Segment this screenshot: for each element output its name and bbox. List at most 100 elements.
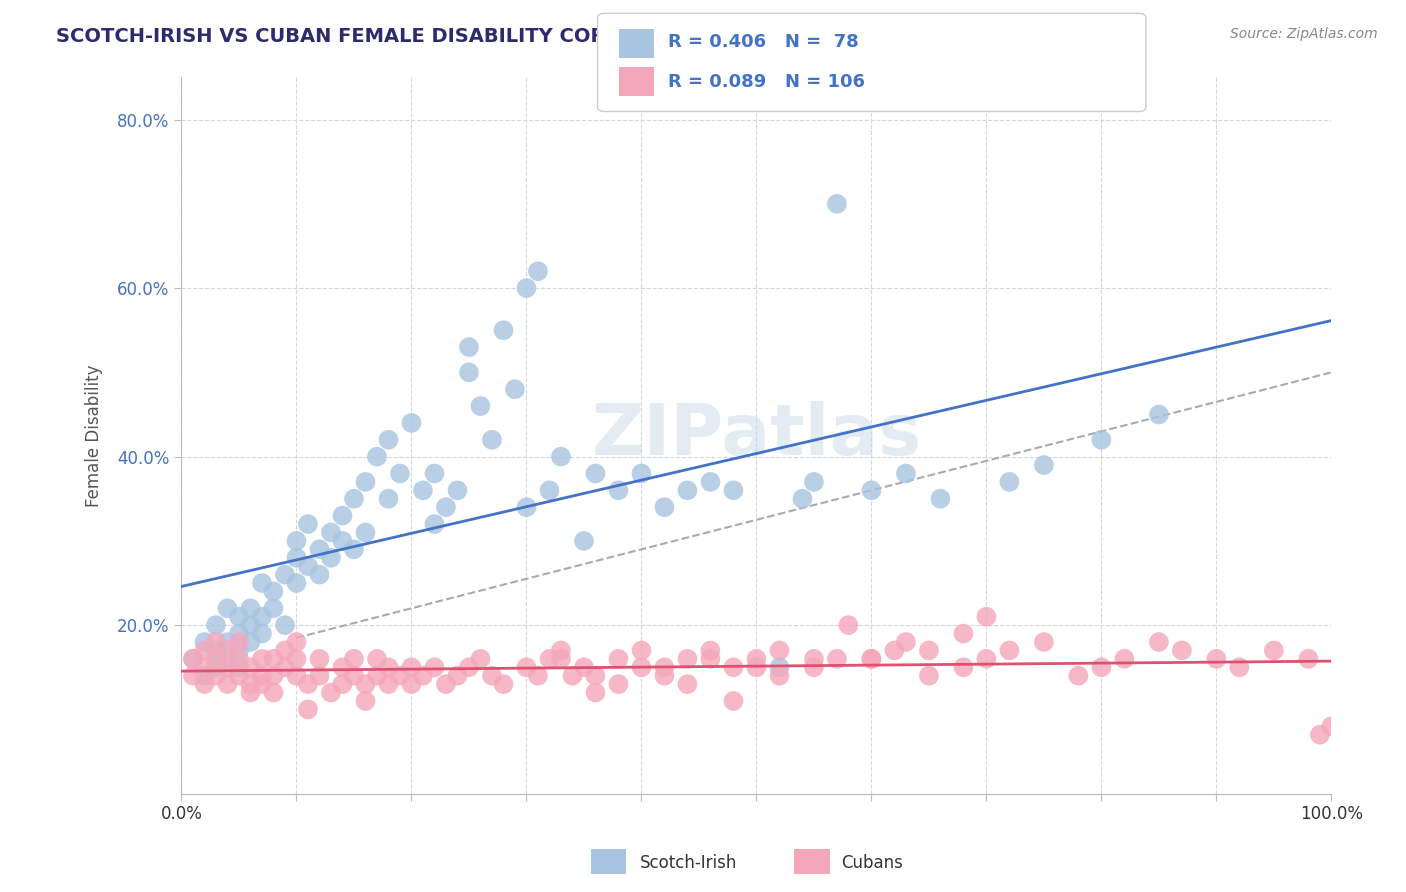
Point <box>1147 408 1170 422</box>
Point <box>193 660 215 674</box>
Point <box>285 550 308 565</box>
Point <box>332 508 354 523</box>
Point <box>308 542 330 557</box>
Point <box>401 660 423 674</box>
Point <box>181 652 204 666</box>
Point <box>745 652 768 666</box>
Point <box>825 197 848 211</box>
Point <box>1090 433 1112 447</box>
Point <box>401 416 423 430</box>
Point <box>285 652 308 666</box>
Point <box>572 660 595 674</box>
Point <box>239 685 262 699</box>
Point <box>193 677 215 691</box>
Point <box>205 643 228 657</box>
Point <box>217 660 239 674</box>
Point <box>699 643 721 657</box>
Point <box>561 669 583 683</box>
Point <box>181 669 204 683</box>
Point <box>860 483 883 498</box>
Point <box>860 652 883 666</box>
Point <box>976 652 998 666</box>
Point <box>676 483 699 498</box>
Point <box>228 643 250 657</box>
Point <box>803 660 825 674</box>
Point <box>297 677 319 691</box>
Point <box>654 500 676 515</box>
Point <box>481 669 503 683</box>
Point <box>263 584 285 599</box>
Point <box>585 467 607 481</box>
Y-axis label: Female Disability: Female Disability <box>86 364 103 507</box>
Point <box>423 660 446 674</box>
Point <box>1263 643 1285 657</box>
Point <box>894 467 917 481</box>
Point <box>205 618 228 632</box>
Point <box>297 702 319 716</box>
Point <box>239 601 262 615</box>
Point <box>285 576 308 591</box>
Point <box>883 643 905 657</box>
Point <box>412 669 434 683</box>
Point <box>319 525 342 540</box>
Point <box>1032 458 1054 472</box>
Point <box>723 483 745 498</box>
Point <box>1320 719 1343 733</box>
Point <box>250 626 273 640</box>
Point <box>205 660 228 674</box>
Point <box>377 660 399 674</box>
Point <box>263 601 285 615</box>
Point <box>654 660 676 674</box>
Point <box>1229 660 1251 674</box>
Point <box>825 652 848 666</box>
Point <box>918 643 941 657</box>
Point <box>458 660 481 674</box>
Text: Scotch-Irish: Scotch-Irish <box>640 854 737 871</box>
Point <box>515 281 537 295</box>
Point <box>228 626 250 640</box>
Point <box>434 677 457 691</box>
Point <box>308 669 330 683</box>
Point <box>527 669 550 683</box>
Point <box>274 567 297 582</box>
Point <box>239 618 262 632</box>
Point <box>228 609 250 624</box>
Point <box>228 652 250 666</box>
Point <box>894 635 917 649</box>
Point <box>217 601 239 615</box>
Point <box>470 399 492 413</box>
Point <box>388 669 411 683</box>
Point <box>572 533 595 548</box>
Point <box>377 433 399 447</box>
Point <box>434 500 457 515</box>
Point <box>699 652 721 666</box>
Point <box>205 635 228 649</box>
Point <box>250 669 273 683</box>
Point <box>239 660 262 674</box>
Point <box>515 500 537 515</box>
Point <box>630 643 652 657</box>
Point <box>274 660 297 674</box>
Point <box>481 433 503 447</box>
Point <box>377 677 399 691</box>
Point <box>1205 652 1227 666</box>
Point <box>550 652 572 666</box>
Point <box>837 618 859 632</box>
Point <box>585 685 607 699</box>
Point <box>250 609 273 624</box>
Point <box>239 677 262 691</box>
Point <box>263 652 285 666</box>
Point <box>1298 652 1320 666</box>
Point <box>377 491 399 506</box>
Point <box>676 652 699 666</box>
Point <box>250 677 273 691</box>
Point <box>458 340 481 354</box>
Text: SCOTCH-IRISH VS CUBAN FEMALE DISABILITY CORRELATION CHART: SCOTCH-IRISH VS CUBAN FEMALE DISABILITY … <box>56 27 793 45</box>
Point <box>228 660 250 674</box>
Point <box>319 550 342 565</box>
Point <box>217 677 239 691</box>
Point <box>918 669 941 683</box>
Point <box>538 483 561 498</box>
Point <box>423 467 446 481</box>
Point <box>285 635 308 649</box>
